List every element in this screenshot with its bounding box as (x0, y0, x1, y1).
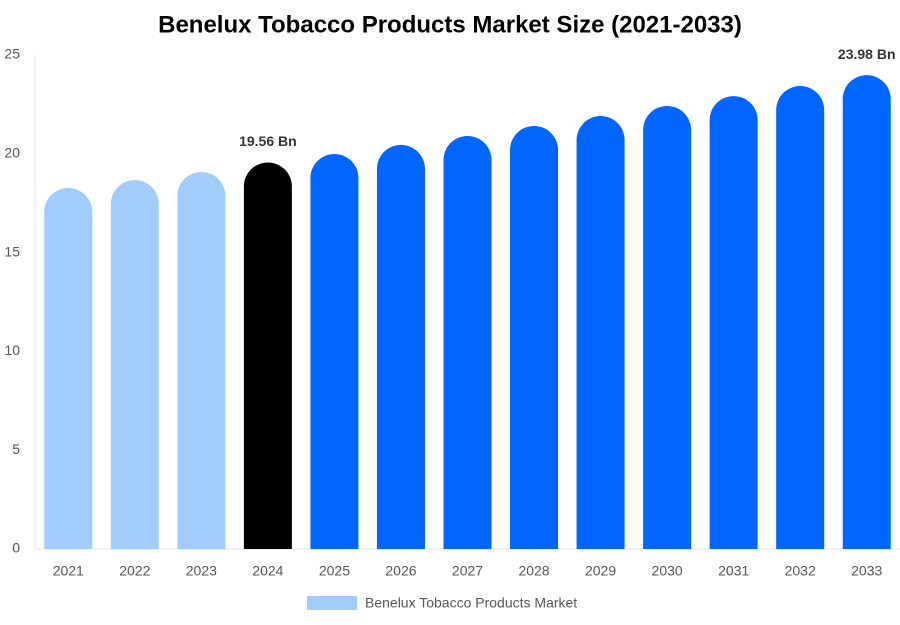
y-tick-label: 10 (4, 342, 20, 358)
x-tick-label: 2027 (452, 563, 483, 579)
bar (709, 96, 758, 549)
y-tick-label: 20 (4, 145, 20, 161)
x-tick-label: 2021 (53, 563, 84, 579)
bar (842, 75, 891, 549)
bar (576, 116, 625, 549)
x-tick-label: 2023 (186, 563, 217, 579)
x-tick-label: 2028 (518, 563, 549, 579)
bar (643, 105, 692, 549)
x-tick-label: 2029 (585, 563, 616, 579)
x-tick-label: 2026 (385, 563, 416, 579)
value-label: 19.56 Bn (239, 133, 297, 149)
bar (510, 125, 559, 549)
x-tick-label: 2030 (652, 563, 683, 579)
bar (44, 187, 93, 549)
bar (443, 136, 492, 550)
bar (310, 153, 359, 549)
y-tick-label: 0 (12, 540, 20, 556)
x-tick-label: 2022 (119, 563, 150, 579)
legend-swatch (307, 596, 357, 610)
bar (243, 162, 292, 549)
y-tick-label: 25 (4, 46, 20, 62)
x-tick-label: 2033 (851, 563, 882, 579)
y-tick-label: 5 (12, 441, 20, 457)
x-tick-label: 2025 (319, 563, 350, 579)
x-tick-label: 2024 (252, 563, 283, 579)
value-label: 23.98 Bn (838, 46, 896, 62)
x-tick-label: 2031 (718, 563, 749, 579)
bar (110, 180, 159, 549)
bar (376, 144, 425, 549)
chart-title: Benelux Tobacco Products Market Size (20… (158, 11, 742, 38)
legend-label: Benelux Tobacco Products Market (365, 595, 577, 611)
bar (177, 171, 226, 550)
y-tick-label: 15 (4, 243, 20, 259)
bar (776, 86, 825, 550)
x-tick-label: 2032 (785, 563, 816, 579)
